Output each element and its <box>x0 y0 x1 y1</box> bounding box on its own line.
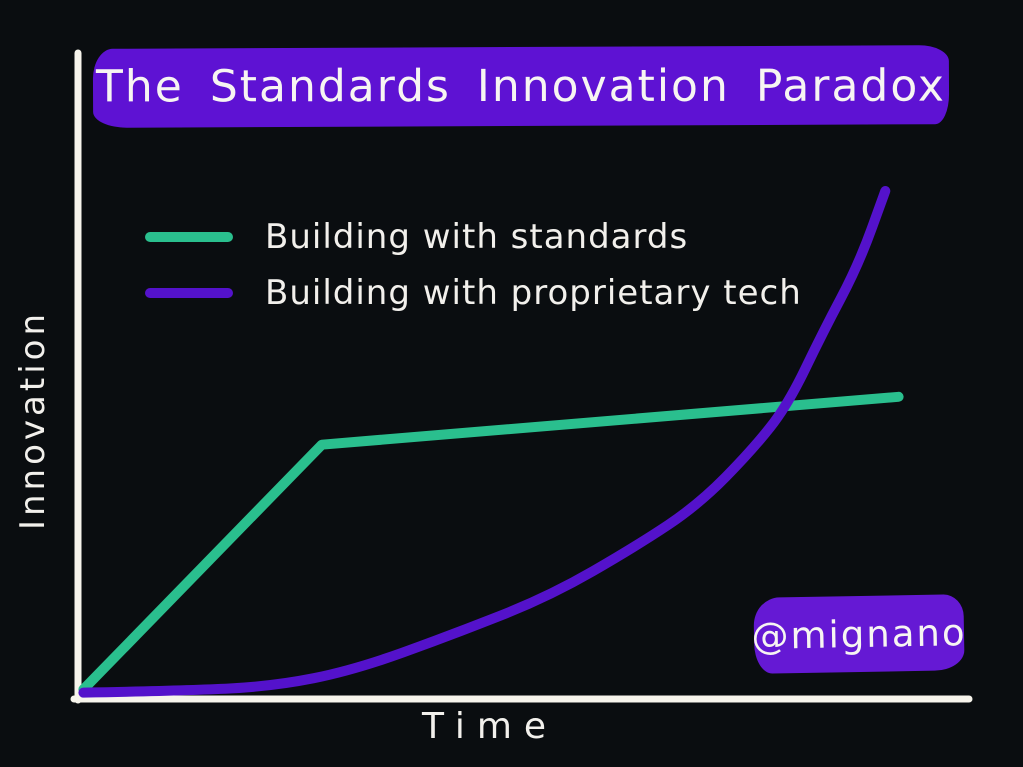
title-banner: The Standards Innovation Paradox <box>92 45 950 128</box>
y-axis-label: Innovation <box>13 310 53 531</box>
legend-label-proprietary: Building with proprietary tech <box>265 273 802 313</box>
series-line-1 <box>78 186 891 698</box>
page-title: The Standards Innovation Paradox <box>95 60 946 113</box>
standards-line-swatch <box>145 232 233 242</box>
credit-badge: @mignano <box>751 594 967 674</box>
series-line-0 <box>78 391 904 695</box>
legend-item-proprietary: Building with proprietary tech <box>145 267 802 319</box>
credit-handle: @mignano <box>751 610 967 658</box>
x-axis-label: Time <box>421 706 559 747</box>
legend-label-standards: Building with standards <box>265 217 689 257</box>
legend-item-standards: Building with standards <box>145 211 802 263</box>
chart-legend: Building with standards Building with pr… <box>145 211 802 319</box>
proprietary-line-swatch <box>145 288 233 298</box>
